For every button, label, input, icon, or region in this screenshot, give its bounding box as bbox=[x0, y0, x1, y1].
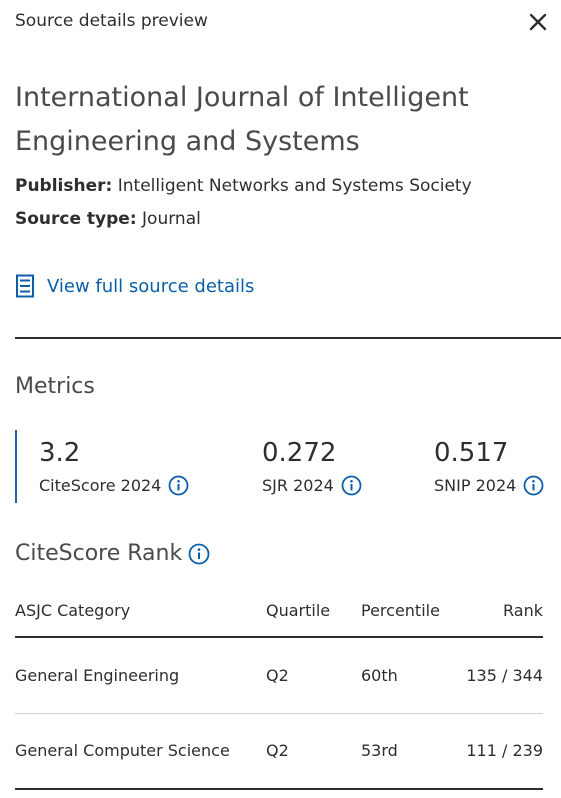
column-header-quartile: Quartile bbox=[266, 601, 331, 620]
rank-cell: 111 / 239 bbox=[466, 741, 543, 760]
journal-title: International Journal of Intelligent Eng… bbox=[15, 82, 469, 157]
percentile-cell: 53rd bbox=[361, 741, 398, 760]
metric-label: SNIP 2024 bbox=[434, 476, 517, 495]
metric-label: CiteScore 2024 bbox=[39, 476, 162, 495]
source-type-label: Source type: bbox=[15, 209, 137, 229]
percentile-cell: 60th bbox=[361, 666, 398, 685]
metric-label: SJR 2024 bbox=[262, 476, 334, 495]
view-full-source-link[interactable]: View full source details bbox=[15, 274, 254, 298]
info-icon[interactable] bbox=[168, 475, 189, 496]
panel-title: Source details preview bbox=[15, 11, 208, 31]
column-header-category: ASJC Category bbox=[15, 601, 131, 620]
rank-heading-label: CiteScore Rank bbox=[15, 541, 183, 566]
table-bottom-divider bbox=[15, 788, 543, 790]
row-divider bbox=[15, 713, 543, 714]
category-cell: General Engineering bbox=[15, 666, 180, 685]
close-icon[interactable] bbox=[527, 11, 549, 33]
metrics-heading: Metrics bbox=[15, 374, 95, 399]
table-header-divider bbox=[15, 636, 543, 638]
info-icon[interactable] bbox=[523, 475, 544, 496]
metric-value: 0.272 bbox=[262, 438, 337, 468]
metric-snip: 0.517 SNIP 2024 bbox=[434, 436, 544, 496]
source-type-value: Journal bbox=[142, 209, 201, 229]
info-icon[interactable] bbox=[188, 543, 210, 565]
metric-value: 0.517 bbox=[434, 438, 509, 468]
metric-label-row: CiteScore 2024 bbox=[39, 475, 189, 496]
column-header-percentile: Percentile bbox=[361, 601, 440, 620]
metric-sjr: 0.272 SJR 2024 bbox=[262, 436, 362, 496]
metric-value: 3.2 bbox=[39, 438, 81, 468]
category-cell: General Computer Science bbox=[15, 741, 230, 760]
view-link-label: View full source details bbox=[47, 275, 255, 297]
document-icon bbox=[16, 274, 34, 298]
citescore-rank-heading: CiteScore Rank bbox=[15, 541, 210, 566]
quartile-cell: Q2 bbox=[266, 666, 289, 685]
section-divider bbox=[15, 337, 561, 339]
source-type-row: Source type: Journal bbox=[15, 209, 201, 229]
quartile-cell: Q2 bbox=[266, 741, 289, 760]
rank-cell: 135 / 344 bbox=[466, 666, 543, 685]
metric-label-row: SJR 2024 bbox=[262, 475, 362, 496]
metrics-accent-bar bbox=[15, 430, 17, 503]
metric-citescore: 3.2 CiteScore 2024 bbox=[39, 436, 189, 496]
metric-label-row: SNIP 2024 bbox=[434, 475, 544, 496]
publisher-label: Publisher: bbox=[15, 176, 113, 196]
column-header-rank: Rank bbox=[503, 601, 543, 620]
publisher-row: Publisher: Intelligent Networks and Syst… bbox=[15, 176, 472, 196]
info-icon[interactable] bbox=[341, 475, 362, 496]
publisher-value: Intelligent Networks and Systems Society bbox=[117, 176, 472, 196]
